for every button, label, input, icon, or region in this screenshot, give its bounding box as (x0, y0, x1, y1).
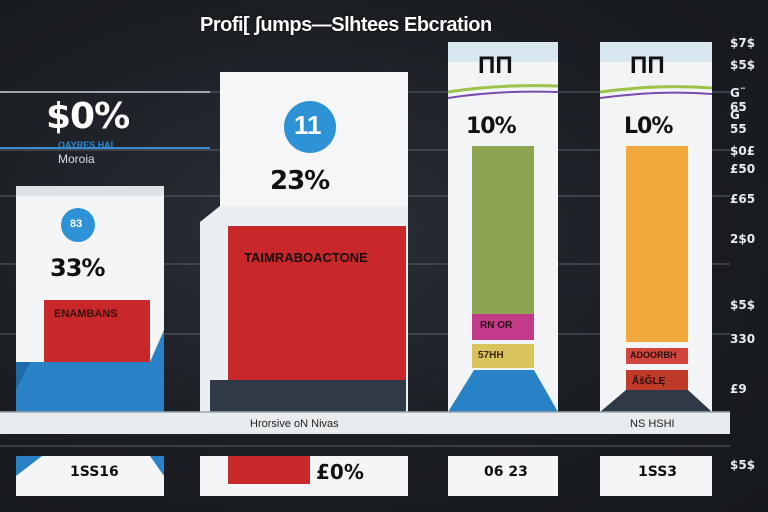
right-axis-tick: $5$ (730, 458, 756, 472)
bottom-card-4 (600, 456, 712, 496)
right-axis-tick: G¨ 65 (730, 86, 747, 114)
right-axis: $7$ $5$ G¨ 65 G¨ 55 $0£ £50 £65 2$0 $5$ … (730, 36, 766, 472)
bar-2-icon (284, 101, 336, 153)
baseline-label: NS HSHI (630, 418, 675, 430)
bar-3-sub-label: 57HH (478, 350, 504, 361)
bar-group-4 (599, 42, 713, 412)
bottom-card-3 (448, 456, 558, 496)
bar-1-blue-base (16, 330, 164, 412)
bar-1-value-label: 33% (50, 254, 105, 282)
right-axis-tick: £9 (730, 382, 747, 396)
bar-4-segment-label: ADOORBH (630, 350, 677, 360)
bottom-value-2: £0% (316, 460, 364, 484)
bar-2-icon-label: 11 (294, 110, 322, 140)
bar-3-stripe (447, 84, 559, 94)
bar-4-stripe (599, 91, 713, 99)
bar-4-stripe (599, 85, 713, 94)
chart-title: Profi[ ʃumps—Slhtees Ebcration (200, 14, 492, 36)
bar-1-top (16, 186, 164, 196)
bar-1 (44, 300, 150, 362)
bottom-card-2-accent (228, 456, 310, 484)
bar-1-icon-label: 83 (70, 218, 83, 230)
bar-3 (472, 146, 534, 314)
bar-3-value-label: 10% (466, 114, 517, 139)
right-axis-tick: £50 (730, 162, 756, 176)
bar-3-base (448, 370, 558, 412)
bar-group-1 (16, 186, 164, 412)
bar-group-3 (447, 42, 559, 412)
bottom-row (0, 445, 730, 496)
bottom-value-1: 1SS16 (70, 464, 119, 480)
bar-4-header (600, 42, 712, 62)
right-axis-tick: 2$0 (730, 232, 756, 246)
bar-group-2 (200, 72, 408, 412)
bar-3-stripe (447, 90, 559, 99)
headline-sub2: Moroia (58, 152, 95, 166)
bottom-value-4: 1SS3 (638, 464, 678, 480)
baseline-band (0, 412, 730, 434)
bottom-card-1-accent (150, 456, 164, 476)
bar-3-header (448, 42, 558, 62)
bar-3-icon-label: ΠΠ (478, 52, 513, 79)
bottom-value-3: 06 23 (484, 464, 528, 480)
bar-4 (626, 146, 688, 342)
bar-4-sub-label: ÅšĞLĘ (632, 376, 666, 387)
bottom-card-1-accent (16, 456, 42, 476)
headline-value: $0% (46, 96, 130, 137)
bar-4-value-label: L0% (624, 114, 673, 139)
right-axis-tick: £65 (730, 192, 756, 206)
bar-3-sub (472, 344, 534, 368)
bar-1-segment-label: ENAMBANS (54, 308, 118, 320)
bar-2-shadow (210, 380, 406, 412)
bar-2 (228, 226, 406, 380)
bar-4-base (600, 390, 712, 412)
right-axis-tick: $7$ (730, 36, 756, 50)
bottom-card-1 (16, 456, 164, 496)
headline-sub1: OAYRES HAL (58, 140, 117, 150)
right-axis-tick: G¨ 55 (730, 108, 747, 136)
bar-1-icon (61, 208, 95, 242)
right-axis-tick: $0£ (730, 144, 756, 158)
right-axis-tick: $5$ (730, 298, 756, 312)
bar-4-icon-label: ΠΠ (630, 52, 665, 79)
right-axis-tick: $5$ (730, 58, 756, 72)
bar-3-segment-label: RN OR (480, 320, 513, 331)
bar-1-blue-shade (16, 362, 30, 390)
bar-4-segment (626, 348, 688, 364)
bar-2-value-label: 23% (270, 166, 330, 196)
bar-3-segment (472, 314, 534, 340)
baseline-label: Hrorsive oN Nivas (250, 418, 339, 430)
right-axis-tick: 330 (730, 332, 756, 346)
bar-2-segment-label: TAIMRABOACTONE (244, 250, 368, 265)
